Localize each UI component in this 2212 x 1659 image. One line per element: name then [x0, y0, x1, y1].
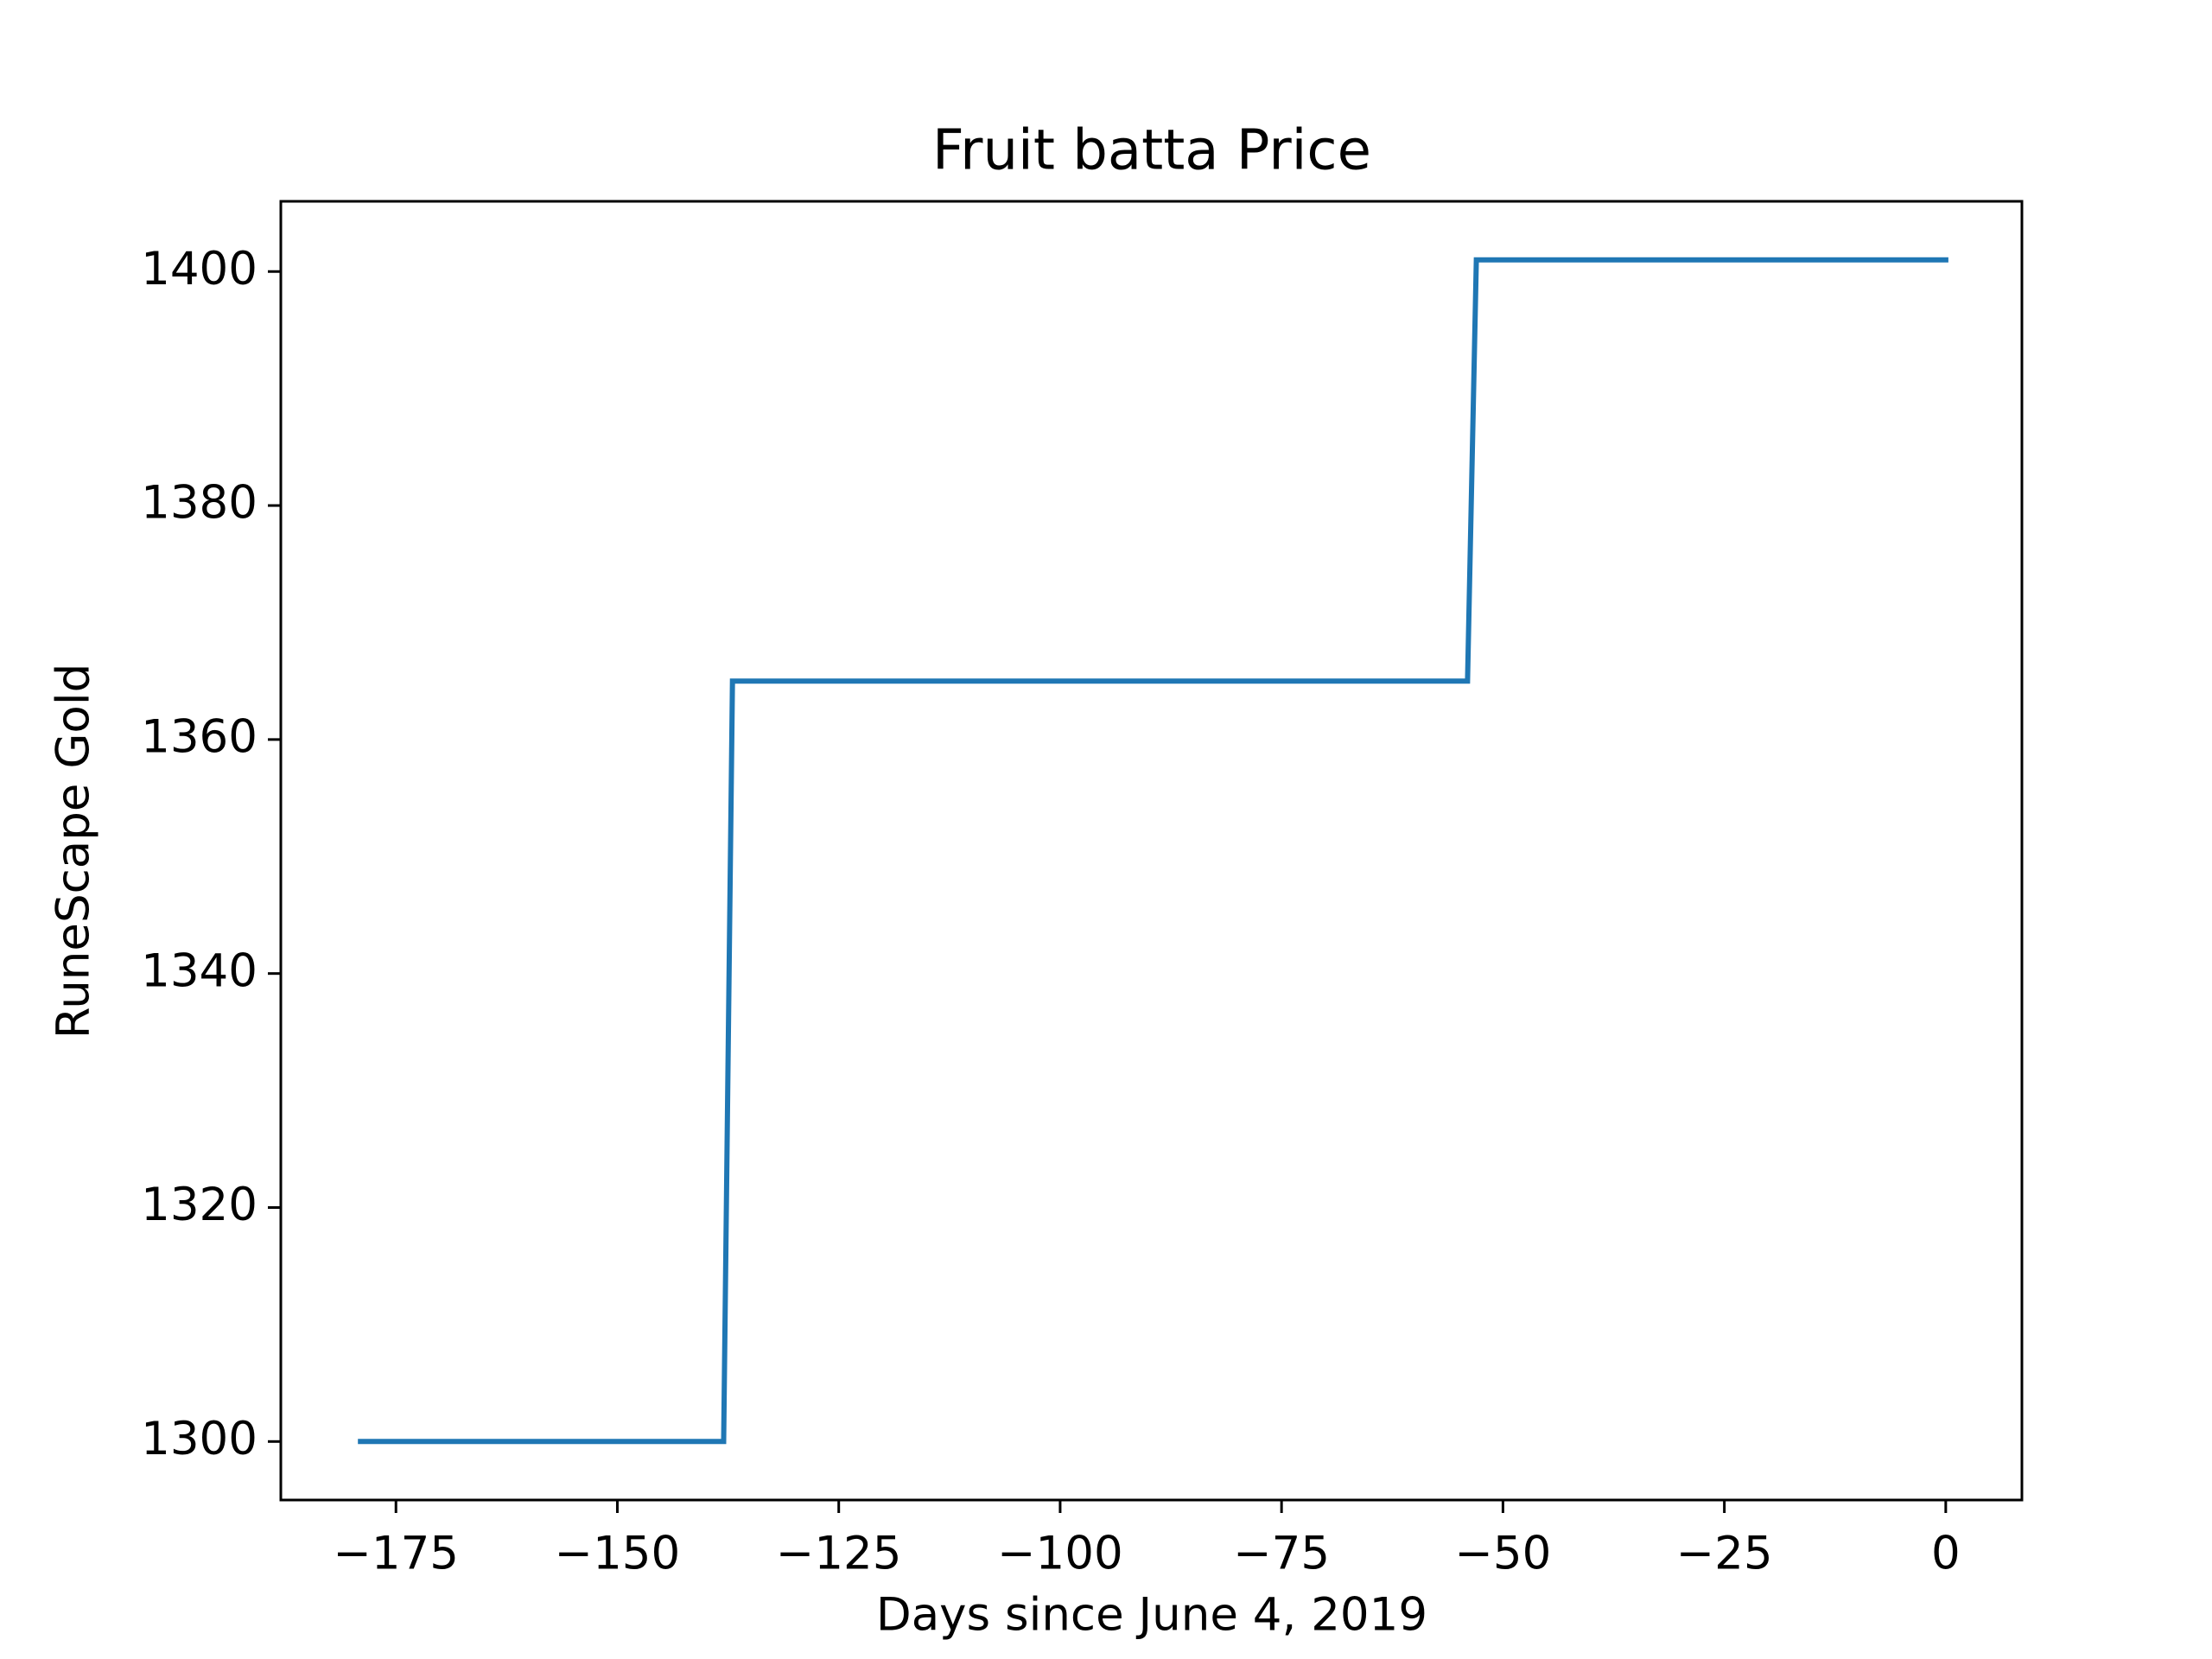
x-tick-label: −100: [997, 1528, 1123, 1580]
x-tick-label: −150: [555, 1528, 681, 1580]
axes-frame: [279, 200, 2024, 1502]
y-axis-label: RuneScape Gold: [48, 664, 100, 1039]
y-tick-label: 1300: [141, 1413, 257, 1465]
y-tick-label: 1400: [141, 243, 257, 296]
x-tick-label: 0: [1931, 1528, 1961, 1580]
y-tick-label: 1360: [141, 711, 257, 764]
x-tick-label: −25: [1676, 1528, 1773, 1580]
x-axis-label: Days since June 4, 2019: [876, 1589, 1427, 1642]
y-tick-label: 1380: [141, 477, 257, 530]
x-tick-label: −75: [1233, 1528, 1330, 1580]
y-tick-label: 1320: [141, 1179, 257, 1231]
y-tick-label: 1340: [141, 944, 257, 997]
plot-area: −175 −150 −125 −100 −75 −50 −25 0 1300 1320 1340 13…: [141, 200, 2024, 1580]
x-tick-label: −175: [333, 1528, 459, 1580]
x-tick-label: −50: [1454, 1528, 1551, 1580]
chart-title: Fruit batta Price: [932, 119, 1371, 183]
series-line-0: [358, 257, 1948, 1445]
x-tick-label: −125: [776, 1528, 902, 1580]
